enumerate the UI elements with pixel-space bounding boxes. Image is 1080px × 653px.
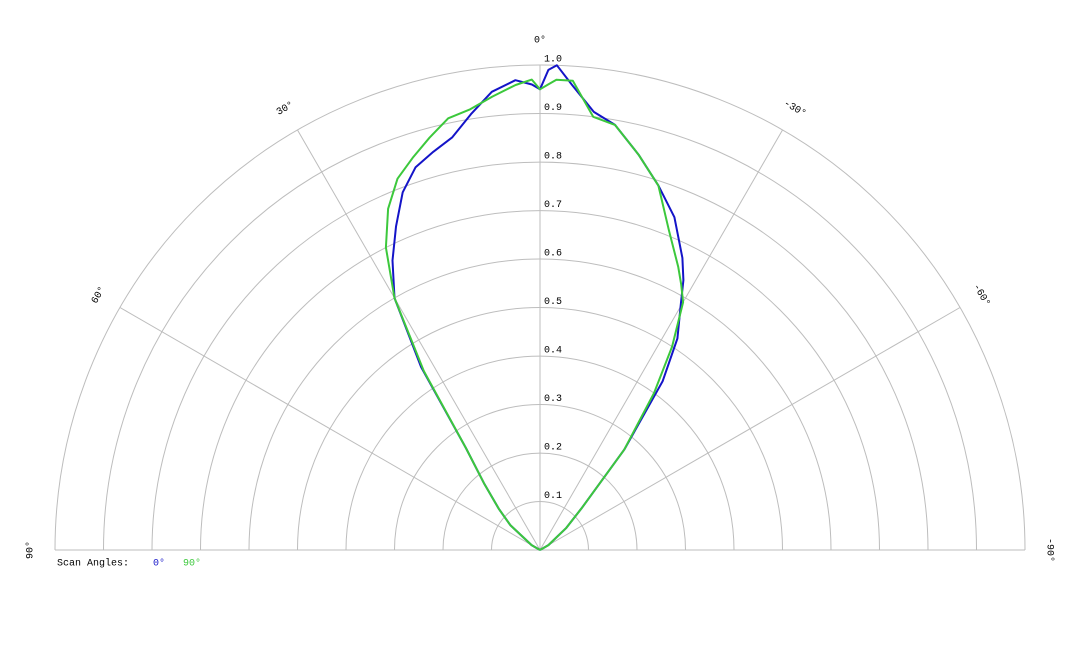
r-tick-label: 0.6 [544,249,562,260]
series-line [384,78,685,551]
r-tick-label: 0.9 [544,103,562,114]
grid-spoke [297,129,541,551]
theta-tick-label: 90° [25,541,37,559]
legend-entry: 90° [183,558,201,570]
grid-spoke [119,307,541,551]
theta-tick-label: 60° [89,285,108,307]
r-tick-label: 0.3 [544,394,562,405]
r-tick-label: 0.4 [544,346,562,357]
legend-title: Scan Angles: [57,558,129,570]
theta-tick-label: -60° [970,282,992,309]
r-tick-label: 0.7 [544,200,562,211]
legend-entry: 0° [153,558,165,570]
grid-spoke [539,307,961,551]
theta-tick-label: -90° [1043,538,1055,562]
theta-tick-label: -30° [781,98,808,120]
grid-spoke [539,129,783,551]
r-tick-label: 1.0 [544,55,562,66]
theta-tick-label: 30° [275,99,297,118]
r-tick-label: 0.1 [544,491,562,502]
theta-tick-label: 0° [534,35,546,47]
r-tick-label: 0.2 [544,443,562,454]
r-tick-label: 0.5 [544,297,562,308]
r-tick-label: 0.8 [544,152,562,163]
